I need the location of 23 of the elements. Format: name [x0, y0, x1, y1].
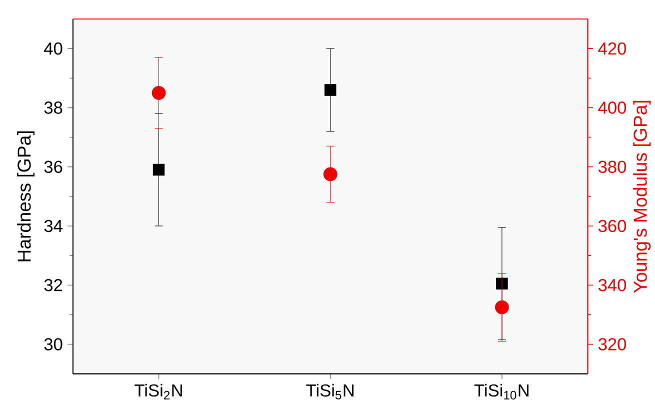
- y-tick-label: 30: [44, 338, 62, 350]
- y-tick-label: 36: [44, 160, 62, 174]
- point: [152, 164, 165, 176]
- y2-tick-label: 420: [598, 42, 626, 55]
- y-tick-label: 38: [44, 102, 62, 114]
- y2-tick-label: 360: [598, 220, 626, 232]
- point: [324, 84, 336, 96]
- x-tick-label: TiSi$_{10}$N: [474, 384, 528, 400]
- y2-tick-label: 400: [598, 102, 626, 114]
- y2-tick-label: 340: [598, 279, 626, 292]
- point: [323, 167, 338, 182]
- y-axis-title: Hardness [GPa]: [17, 131, 35, 262]
- point: [495, 300, 509, 314]
- x-tick-label: TiSi$_{5}$N: [306, 384, 354, 400]
- y-tick-label: 32: [44, 279, 62, 292]
- y-tick-label: 40: [44, 42, 62, 55]
- y2-tick-label: 320: [598, 338, 626, 350]
- y2-tick-label: 380: [598, 160, 626, 174]
- x-tick-label: TiSi$_{2}$N: [134, 384, 182, 400]
- point: [152, 86, 166, 100]
- point: [496, 278, 508, 290]
- y2-axis-title: Young's Modulus [GPa]: [633, 101, 651, 293]
- y-tick-label: 34: [44, 220, 62, 232]
